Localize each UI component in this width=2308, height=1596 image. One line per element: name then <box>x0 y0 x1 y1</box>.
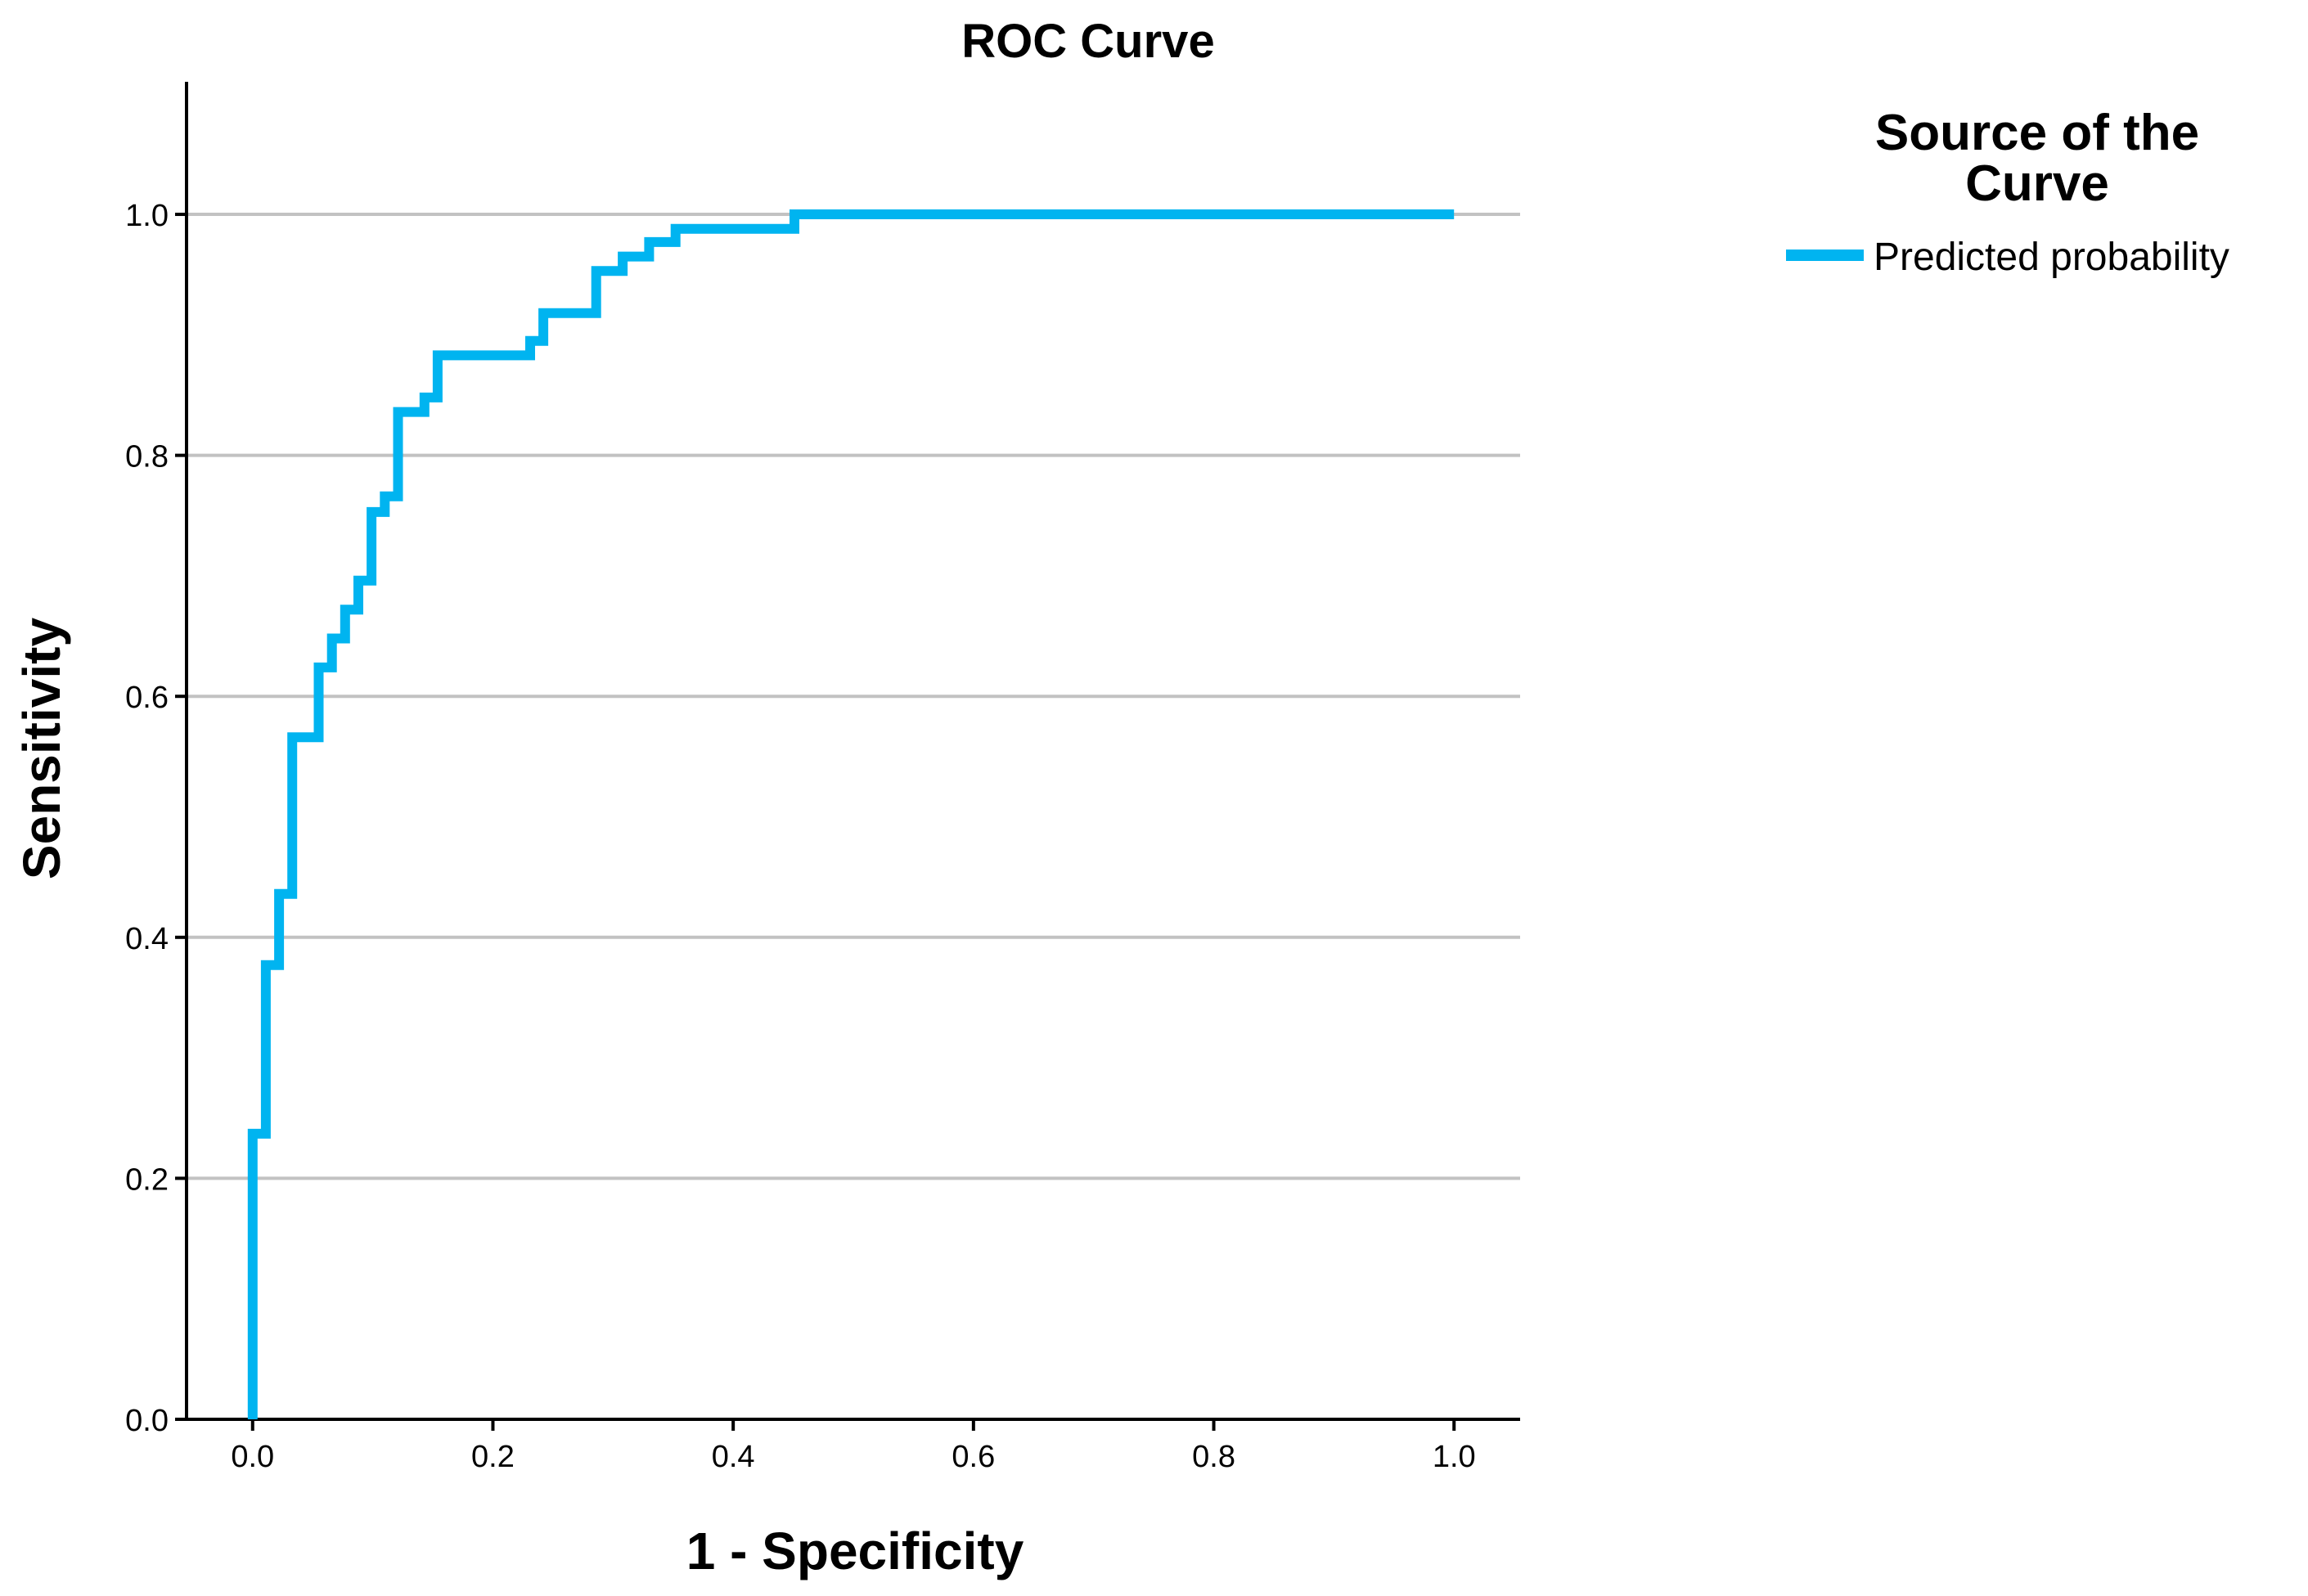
legend-entry-label: Predicted probability <box>1874 236 2229 279</box>
chart-title: ROC Curve <box>961 15 1214 68</box>
y-tick-label-0.0: 0.0 <box>125 1404 169 1438</box>
y-tick-label-0.6: 0.6 <box>125 681 169 715</box>
x-tick-label-0.4: 0.4 <box>712 1440 755 1474</box>
legend-title-line-2: Curve <box>1965 155 2109 212</box>
y-tick-label-0.2: 0.2 <box>125 1162 169 1197</box>
y-axis-ticks: 0.0 0.2 0.4 0.6 0.8 1.0 <box>125 199 187 1438</box>
series-line-0 <box>247 209 1455 1419</box>
gridlines <box>187 213 1520 1180</box>
series-layer <box>247 209 1455 1419</box>
axes <box>185 82 1520 1421</box>
x-tick-label-1.0: 1.0 <box>1433 1440 1476 1474</box>
x-axis-ticks: 0.0 0.2 0.4 0.6 0.8 1.0 <box>231 1419 1476 1474</box>
x-tick-label-0.6: 0.6 <box>952 1440 995 1474</box>
x-tick-label-0.8: 0.8 <box>1192 1440 1235 1474</box>
legend-title-line-1: Source of the <box>1875 105 2199 161</box>
y-tick-label-0.8: 0.8 <box>125 440 169 474</box>
y-tick-label-1.0: 1.0 <box>125 199 169 233</box>
y-axis-label: Sensitivity <box>12 618 71 880</box>
x-tick-label-0.0: 0.0 <box>231 1440 274 1474</box>
x-axis-label: 1 - Specificity <box>686 1522 1024 1580</box>
y-tick-label-0.4: 0.4 <box>125 922 169 956</box>
legend: Source of the Curve Predicted probabilit… <box>1786 105 2229 279</box>
x-tick-label-0.2: 0.2 <box>471 1440 515 1474</box>
